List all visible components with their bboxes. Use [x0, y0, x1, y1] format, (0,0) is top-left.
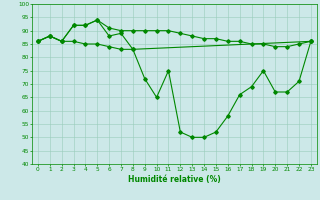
X-axis label: Humidité relative (%): Humidité relative (%) [128, 175, 221, 184]
